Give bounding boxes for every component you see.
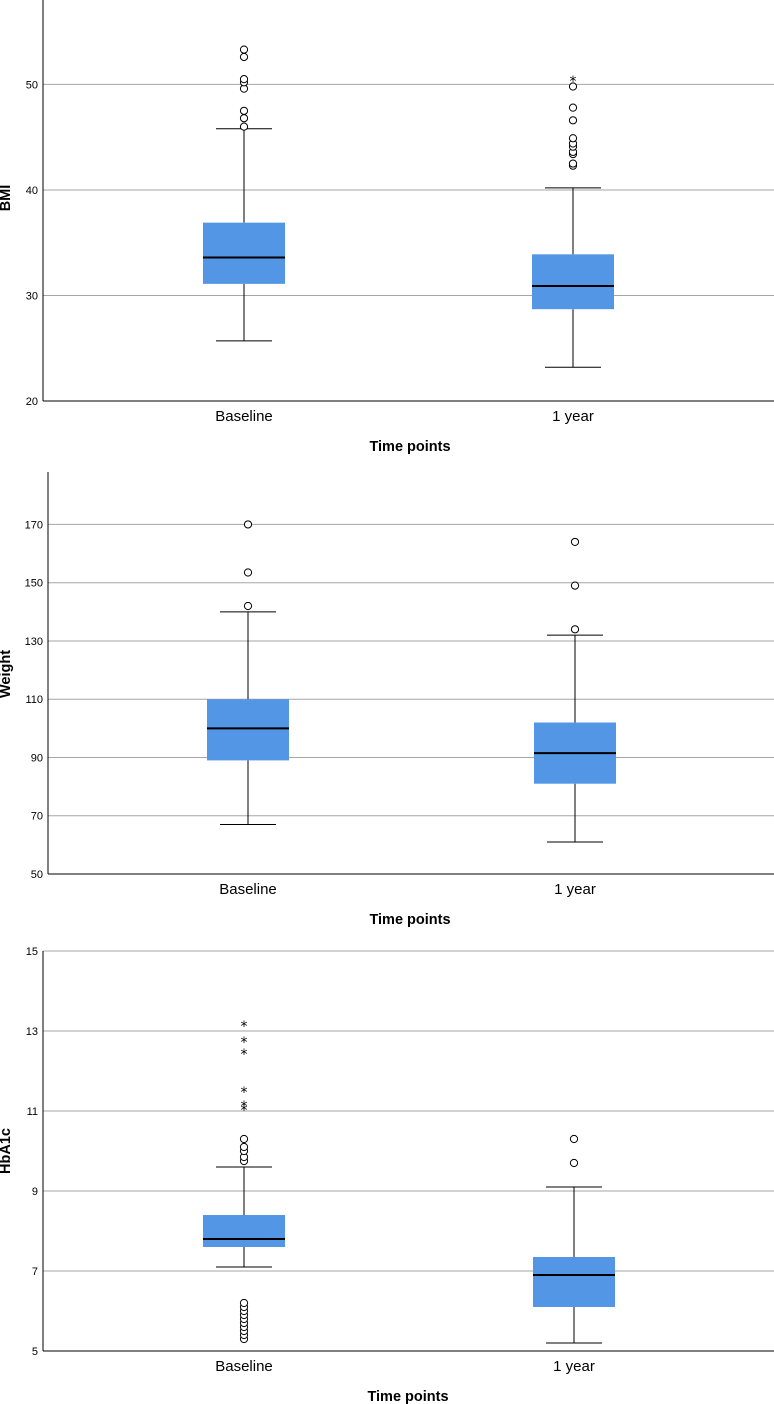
chart-weight: 50 70 90 110 130 150 170 Weight Time points Basel… xyxy=(0,472,774,928)
x-axis-title: Time points xyxy=(369,439,450,455)
outlier-point xyxy=(239,1134,249,1144)
outlier-point xyxy=(570,537,580,547)
outlier-point xyxy=(239,1298,249,1308)
x-category-label: 1 year xyxy=(552,408,594,425)
y-axis-title: HbA1c xyxy=(0,1128,14,1174)
outlier-point xyxy=(570,581,580,590)
outlier-point xyxy=(239,52,249,62)
outlier-point xyxy=(243,520,253,529)
box-baseline: Baseline xyxy=(203,45,285,425)
box-baseline: Baseline xyxy=(207,520,289,898)
x-category-label: Baseline xyxy=(215,408,273,425)
y-tick-label: 5 xyxy=(32,1346,38,1358)
x-axis-title: Time points xyxy=(369,912,450,928)
y-tick-label: 20 xyxy=(26,396,38,408)
y-axis-title: Weight xyxy=(0,650,14,698)
x-category-label: 1 year xyxy=(554,881,596,898)
y-tick-label: 130 xyxy=(25,636,43,648)
x-category-label: 1 year xyxy=(553,1358,595,1375)
y-tick-label: 7 xyxy=(32,1266,38,1278)
outlier-point xyxy=(569,1134,579,1144)
y-tick-label: 15 xyxy=(26,946,38,958)
iqr-box xyxy=(533,1257,615,1307)
extreme-point: * xyxy=(241,1047,248,1063)
outlier-point xyxy=(568,82,578,91)
y-tick-label: 13 xyxy=(26,1026,38,1038)
iqr-box xyxy=(203,222,285,284)
y-tick-label: 90 xyxy=(31,752,43,764)
y-tick-label: 70 xyxy=(31,811,43,823)
outlier-point xyxy=(568,116,578,125)
chart-bmi: 20 30 40 50 BMI Time points Baseline 1 year * xyxy=(0,0,774,455)
y-tick-label: 9 xyxy=(32,1186,38,1198)
x-category-label: Baseline xyxy=(219,881,277,898)
x-category-label: Baseline xyxy=(215,1358,273,1375)
outlier-point xyxy=(243,568,253,577)
y-axis-title: BMI xyxy=(0,185,14,212)
y-tick-label: 50 xyxy=(26,79,38,91)
extreme-point: * xyxy=(241,1019,248,1035)
y-tick-label: 11 xyxy=(27,1106,38,1118)
outlier-point xyxy=(239,114,249,123)
iqr-box xyxy=(203,1215,285,1247)
outlier-point xyxy=(570,625,580,634)
box-1-year: 1 year xyxy=(533,1134,615,1375)
extreme-point: * xyxy=(241,1103,248,1119)
outlier-point xyxy=(239,75,249,84)
outlier-point xyxy=(239,45,249,54)
y-tick-label: 40 xyxy=(26,185,38,197)
extreme-point: * xyxy=(570,74,577,90)
y-tick-label: 110 xyxy=(25,694,43,706)
outlier-point xyxy=(239,122,249,131)
y-tick-label: 30 xyxy=(26,290,38,302)
y-tick-label: 50 xyxy=(31,869,43,881)
outlier-point xyxy=(568,103,578,112)
x-axis-title: Time points xyxy=(367,1389,448,1404)
outlier-point xyxy=(239,1142,249,1152)
iqr-box xyxy=(207,699,289,761)
outlier-point xyxy=(569,1158,579,1168)
y-tick-label: 150 xyxy=(25,578,43,590)
box-1-year: 1 year xyxy=(534,537,616,898)
box-1-year: 1 year * xyxy=(532,74,614,425)
extreme-point: * xyxy=(241,1035,248,1051)
box-baseline: Baseline****** xyxy=(203,1019,285,1375)
extreme-point: * xyxy=(241,1099,248,1115)
outlier-point xyxy=(568,134,578,143)
outlier-point xyxy=(243,601,253,611)
y-tick-label: 170 xyxy=(25,519,43,531)
outlier-point xyxy=(239,106,249,115)
extreme-point: * xyxy=(241,1085,248,1101)
iqr-box xyxy=(532,254,614,310)
outlier-point xyxy=(568,159,578,168)
